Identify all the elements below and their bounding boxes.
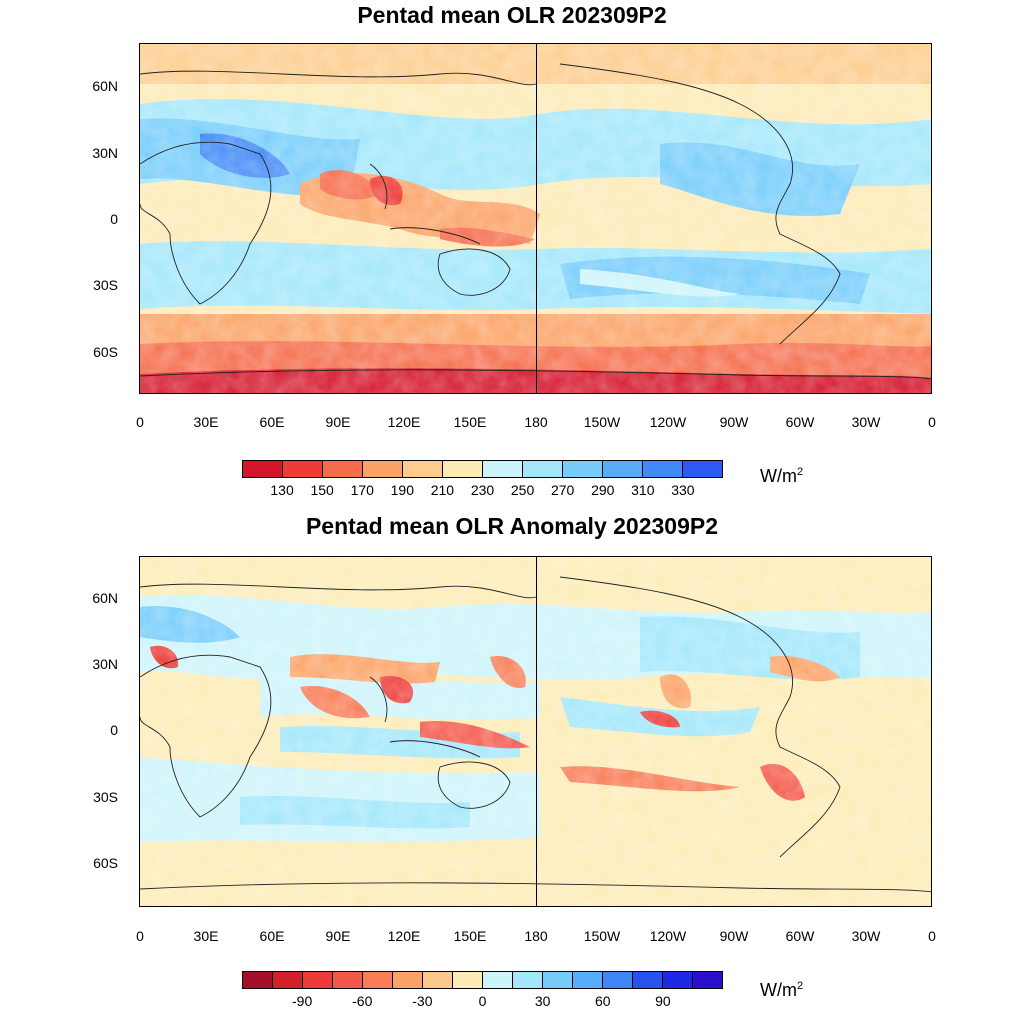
lat-label: 0 bbox=[110, 722, 118, 738]
colorbar-swatch bbox=[633, 972, 663, 988]
colorbar-tick-label: 290 bbox=[591, 482, 615, 498]
anomaly-colorbar bbox=[242, 971, 723, 989]
olr-map bbox=[139, 43, 932, 394]
colorbar-swatch bbox=[423, 972, 453, 988]
lon-label: 60E bbox=[259, 928, 285, 944]
colorbar-tick-label: -60 bbox=[352, 993, 373, 1009]
colorbar-swatch bbox=[393, 972, 423, 988]
lat-label: 30S bbox=[93, 277, 118, 293]
colorbar-swatch bbox=[573, 972, 603, 988]
lon-label: 150W bbox=[583, 414, 621, 430]
anomaly-unit-label: W/m2 bbox=[760, 980, 804, 1000]
colorbar-tick-label: 190 bbox=[390, 482, 414, 498]
colorbar-tick-label: 230 bbox=[470, 482, 495, 498]
lon-label: 150E bbox=[453, 928, 487, 944]
colorbar-tick-label: -90 bbox=[292, 993, 313, 1009]
colorbar-swatch bbox=[303, 972, 333, 988]
lon-label: 150E bbox=[453, 414, 487, 430]
lat-label: 30N bbox=[92, 656, 118, 672]
lon-label: 90E bbox=[325, 414, 351, 430]
olr-unit-label: W/m2 bbox=[760, 466, 804, 486]
lon-label: 0 bbox=[136, 928, 144, 944]
colorbar-swatch bbox=[273, 972, 303, 988]
lon-label: 60E bbox=[259, 414, 285, 430]
colorbar-swatch bbox=[363, 972, 393, 988]
colorbar-swatch bbox=[243, 972, 273, 988]
colorbar-tick-label: 270 bbox=[550, 482, 575, 498]
lat-label: 60S bbox=[93, 344, 118, 360]
lon-label: 150W bbox=[583, 928, 621, 944]
colorbar-swatch bbox=[603, 461, 643, 477]
colorbar-tick-label: 310 bbox=[631, 482, 655, 498]
colorbar-tick-label: 330 bbox=[671, 482, 695, 498]
lon-label: 0 bbox=[136, 414, 144, 430]
colorbar-swatch bbox=[443, 461, 483, 477]
colorbar-swatch bbox=[333, 972, 363, 988]
colorbar-swatch bbox=[663, 972, 693, 988]
lat-label: 60S bbox=[93, 855, 118, 871]
lat-label: 30N bbox=[92, 145, 118, 161]
colorbar-tick-label: 210 bbox=[430, 482, 455, 498]
lon-label: 30E bbox=[193, 928, 219, 944]
colorbar-swatch bbox=[483, 461, 523, 477]
colorbar-swatch bbox=[363, 461, 403, 477]
colorbar-swatch bbox=[323, 461, 363, 477]
lat-label: 30S bbox=[93, 789, 118, 805]
colorbar-swatch bbox=[543, 972, 573, 988]
lon-label: 90W bbox=[719, 928, 749, 944]
lat-label: 60N bbox=[92, 590, 118, 606]
lon-label: 120W bbox=[649, 928, 687, 944]
colorbar-swatch bbox=[683, 461, 722, 477]
lon-label: 30W bbox=[851, 928, 881, 944]
colorbar-swatch bbox=[563, 461, 603, 477]
lat-label: 60N bbox=[92, 78, 118, 94]
colorbar-swatch bbox=[513, 972, 543, 988]
colorbar-swatch bbox=[643, 461, 683, 477]
lat-label: 0 bbox=[110, 211, 118, 227]
lon-label: 60W bbox=[785, 414, 815, 430]
colorbar-swatch bbox=[483, 972, 513, 988]
colorbar-tick-label: 60 bbox=[594, 993, 611, 1009]
colorbar-swatch bbox=[243, 461, 283, 477]
colorbar-swatch bbox=[403, 461, 443, 477]
olr-colorbar bbox=[242, 460, 723, 478]
colorbar-tick-label: -30 bbox=[412, 993, 433, 1009]
colorbar-tick-label: 170 bbox=[350, 482, 374, 498]
top-map-title: Pentad mean OLR 202309P2 bbox=[357, 2, 667, 28]
lon-label: 0 bbox=[928, 928, 936, 944]
colorbar-swatch bbox=[603, 972, 633, 988]
colorbar-swatch bbox=[453, 972, 483, 988]
colorbar-tick-label: 250 bbox=[510, 482, 535, 498]
colorbar-tick-label: 0 bbox=[478, 993, 487, 1009]
colorbar-swatch bbox=[523, 461, 563, 477]
lon-label: 180 bbox=[524, 928, 548, 944]
lon-label: 90E bbox=[325, 928, 351, 944]
lon-label: 30W bbox=[851, 414, 881, 430]
colorbar-swatch bbox=[283, 461, 323, 477]
lon-label: 120E bbox=[387, 414, 421, 430]
lon-label: 0 bbox=[928, 414, 936, 430]
colorbar-tick-label: 130 bbox=[270, 482, 294, 498]
colorbar-swatch bbox=[693, 972, 722, 988]
colorbar-tick-label: 150 bbox=[310, 482, 334, 498]
lon-label: 60W bbox=[785, 928, 815, 944]
bottom-map-title: Pentad mean OLR Anomaly 202309P2 bbox=[305, 513, 719, 539]
lon-label: 90W bbox=[719, 414, 749, 430]
lon-label: 180 bbox=[524, 414, 548, 430]
olr-anomaly-map bbox=[139, 556, 932, 907]
lon-label: 30E bbox=[193, 414, 219, 430]
colorbar-tick-label: 30 bbox=[534, 993, 551, 1009]
lon-label: 120E bbox=[387, 928, 421, 944]
lon-label: 120W bbox=[649, 414, 687, 430]
colorbar-tick-label: 90 bbox=[655, 993, 671, 1009]
